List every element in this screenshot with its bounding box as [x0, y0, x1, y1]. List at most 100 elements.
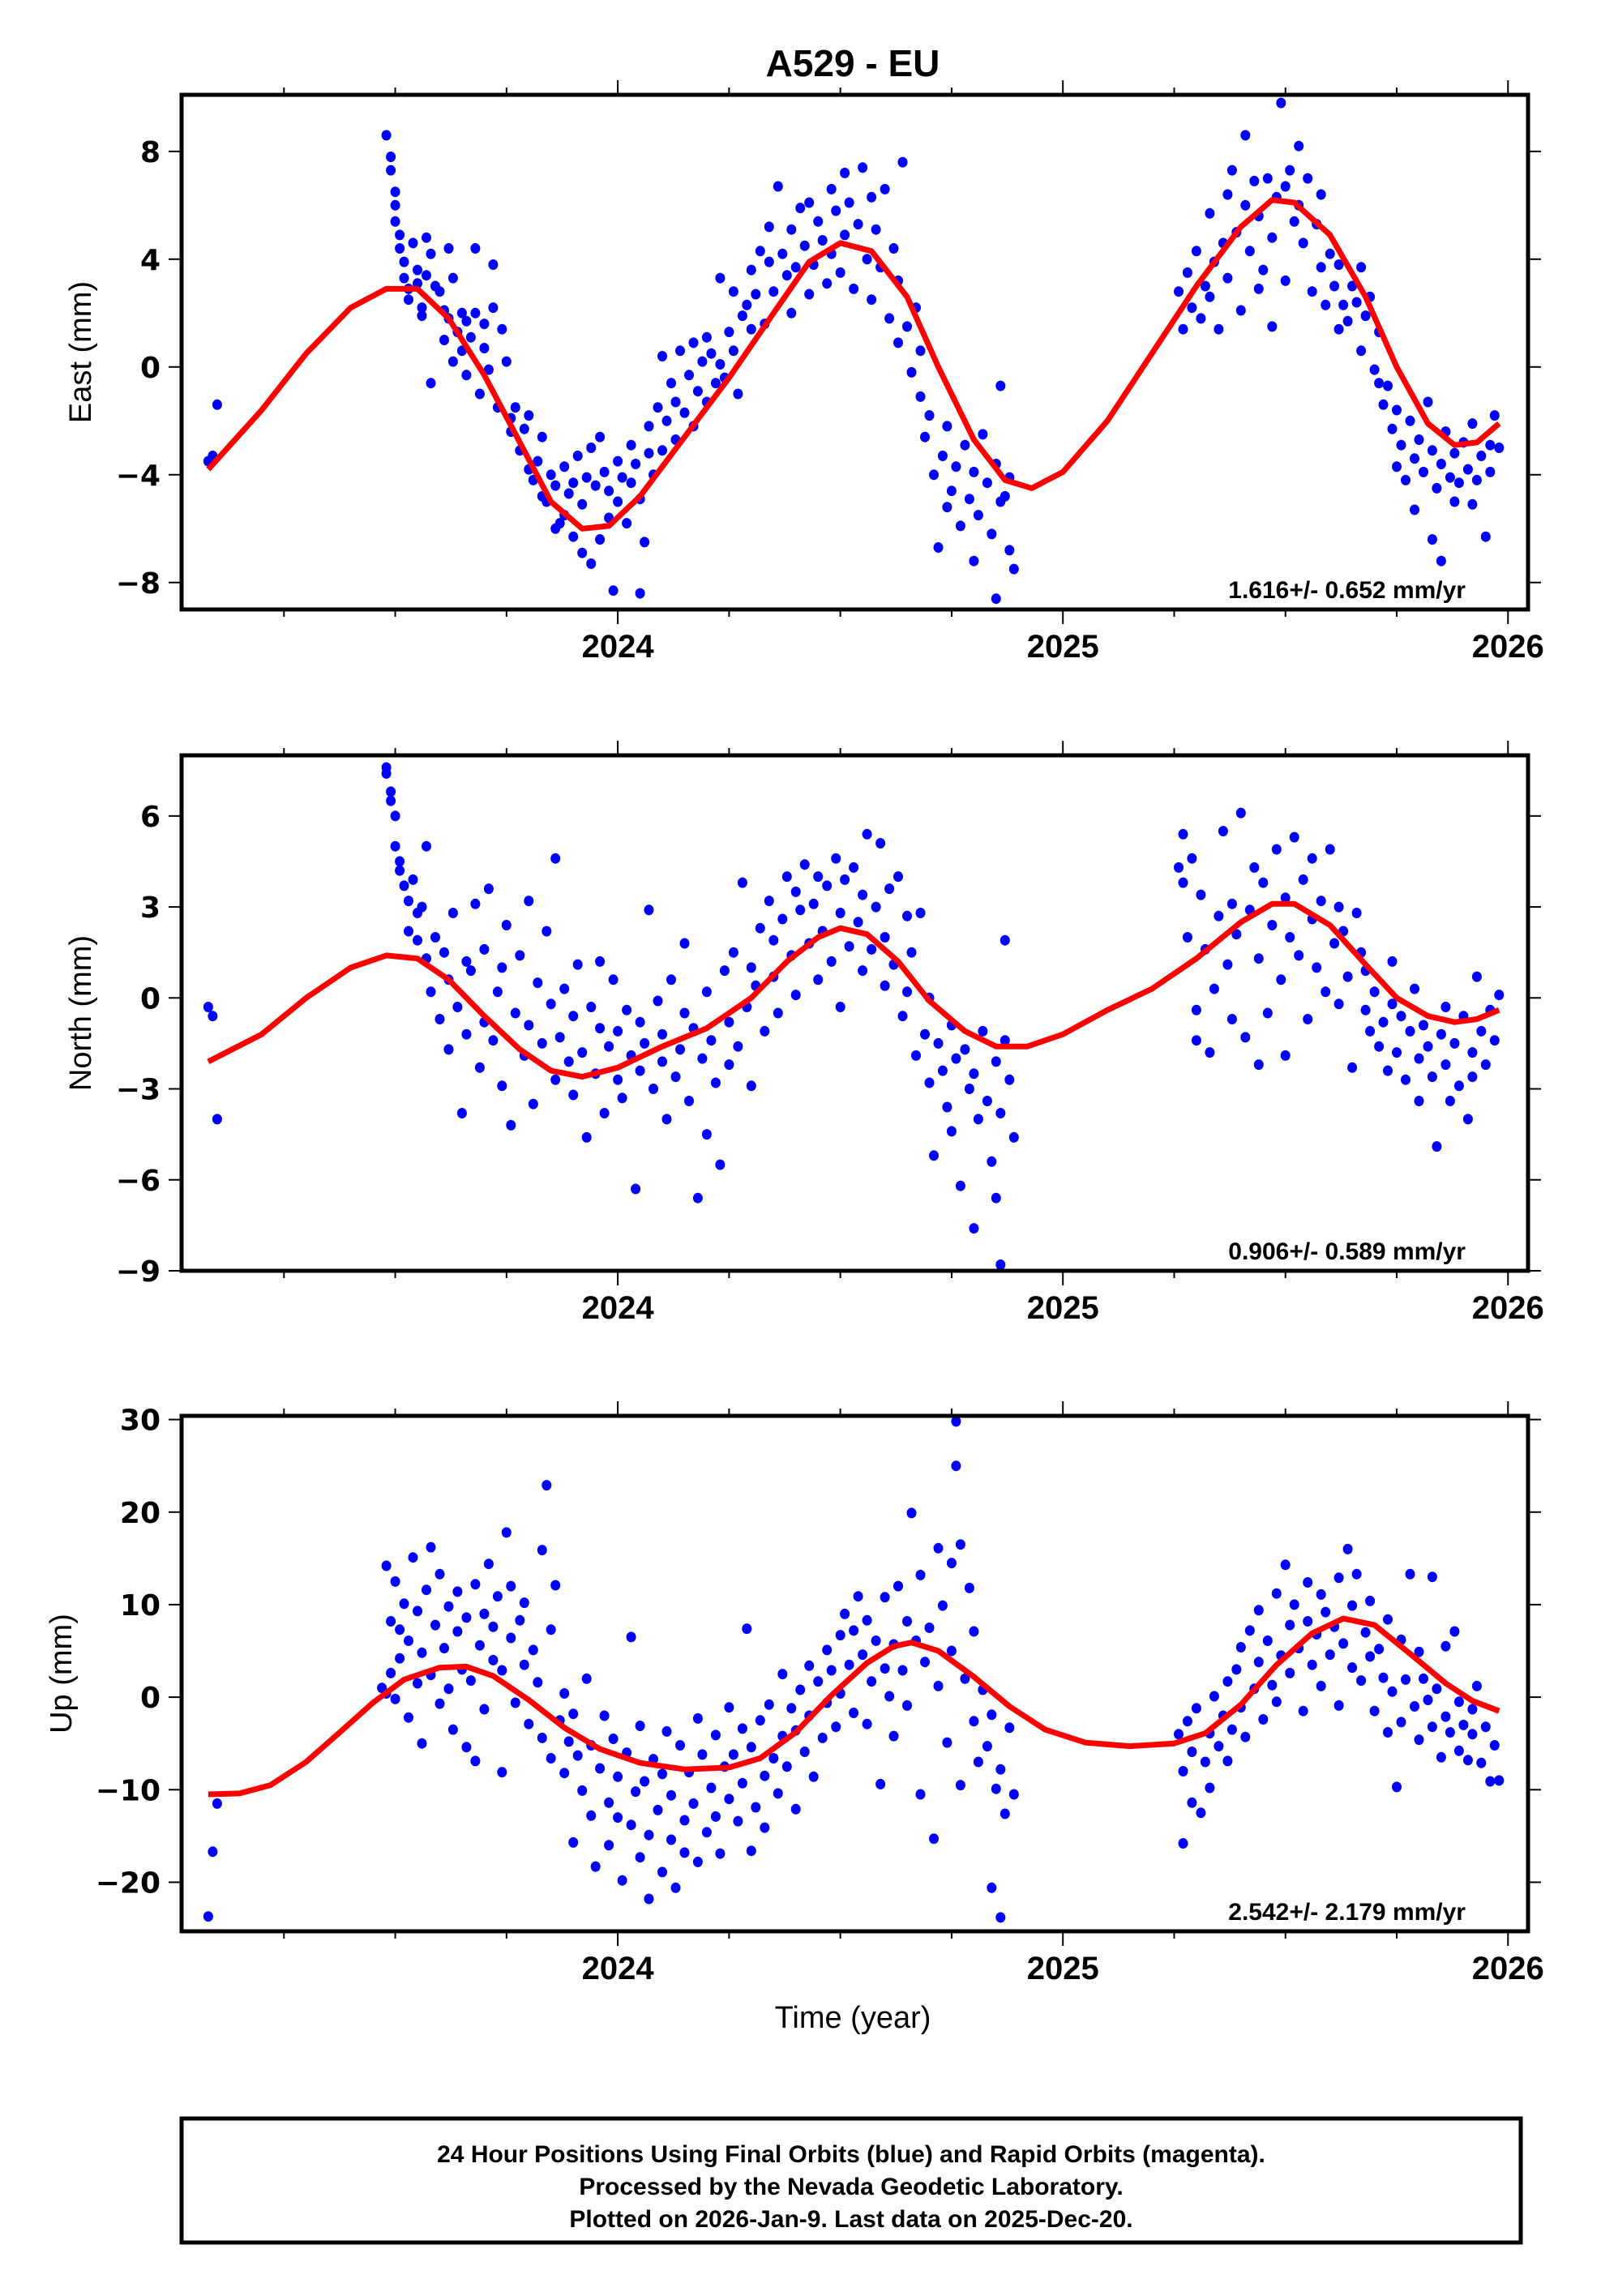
east-data-point: [684, 370, 694, 381]
east-ytick-label: 0: [140, 352, 161, 385]
east-data-point: [1387, 423, 1398, 434]
north-data-point: [577, 1047, 588, 1058]
up-data-point: [1374, 1644, 1385, 1655]
north-data-point: [849, 862, 859, 873]
east-data-point: [1351, 297, 1362, 308]
north-data-point: [404, 896, 413, 907]
east-data-point: [964, 494, 974, 505]
north-data-point: [942, 1101, 952, 1113]
east-data-point: [942, 421, 952, 432]
east-data-point: [902, 321, 912, 332]
north-data-point: [1298, 874, 1308, 885]
footer-line-3: Plotted on 2026-Jan-9. Last data on 2025…: [569, 2206, 1132, 2233]
up-data-point: [969, 1716, 979, 1727]
east-ytick-label: −4: [116, 460, 161, 493]
east-data-point: [563, 488, 574, 499]
east-data-point: [465, 331, 476, 343]
east-data-point: [1333, 323, 1344, 335]
up-data-point: [666, 1834, 676, 1845]
up-data-point: [452, 1586, 463, 1597]
east-data-point: [858, 162, 868, 173]
north-data-point: [790, 990, 801, 1001]
north-data-point: [510, 1007, 520, 1019]
north-data-point: [897, 1011, 908, 1022]
chart-title: A529 - EU: [766, 42, 940, 84]
up-data-point: [1285, 1619, 1295, 1631]
east-data-point: [897, 156, 908, 168]
north-data-point: [550, 1074, 561, 1085]
east-data-point: [1174, 286, 1184, 297]
east-data-point: [1321, 299, 1331, 310]
north-data-point: [1240, 1032, 1251, 1043]
north-data-point: [951, 1053, 961, 1064]
up-data-point: [1316, 1588, 1326, 1600]
east-data-point: [390, 199, 400, 211]
east-data-point: [1467, 498, 1478, 510]
north-data-point: [1480, 1059, 1491, 1071]
up-data-point: [1321, 1606, 1331, 1618]
east-data-point: [675, 345, 685, 357]
north-data-point: [679, 938, 690, 949]
east-data-point: [395, 229, 405, 241]
east-data-point: [461, 315, 472, 327]
panel-up: −20 −10 0 10 20 30 2024 2025 2026 Up (mm) 2.542…: [45, 1401, 1544, 1986]
east-data-point: [799, 240, 810, 251]
east-data-point: [1392, 461, 1402, 472]
up-data-point: [390, 1693, 400, 1704]
up-data-point: [461, 1612, 472, 1623]
east-data-point: [635, 588, 645, 599]
up-data-point: [572, 1750, 583, 1761]
up-data-point: [1008, 1789, 1019, 1800]
up-data-point: [804, 1660, 815, 1671]
up-data-point: [542, 1480, 552, 1491]
east-yticks: −8 −4 0 4 8: [116, 136, 1541, 601]
north-data-point: [844, 941, 854, 952]
north-data-point: [1182, 932, 1192, 943]
east-data-point: [426, 378, 436, 389]
up-data-point: [1303, 1577, 1313, 1588]
up-data-point: [1365, 1595, 1376, 1606]
up-data-point: [987, 1882, 997, 1893]
north-data-point: [515, 950, 525, 961]
east-data-point: [644, 421, 654, 432]
east-data-point: [1298, 237, 1308, 249]
up-data-point: [644, 1893, 654, 1905]
north-data-point: [1316, 896, 1326, 907]
north-data-point: [1303, 1014, 1313, 1024]
north-data-point: [1280, 892, 1291, 904]
up-data-point: [1369, 1705, 1380, 1717]
north-data-point: [542, 926, 552, 937]
east-data-point: [447, 356, 458, 367]
up-data-point: [1325, 1649, 1335, 1661]
east-data-point: [212, 399, 222, 410]
east-xtick-label: 2024: [582, 629, 655, 665]
up-data-point: [439, 1643, 449, 1654]
north-data-point: [1231, 929, 1242, 940]
east-data-point: [1453, 477, 1464, 489]
east-data-point: [408, 237, 418, 249]
east-data-point: [1462, 464, 1473, 475]
east-data-point: [413, 264, 422, 276]
up-data-point: [568, 1708, 579, 1720]
north-data-point: [808, 898, 819, 909]
north-data-point: [1449, 1037, 1460, 1049]
up-data-point: [613, 1812, 623, 1824]
up-data-point: [1383, 1727, 1393, 1738]
up-data-point: [434, 1568, 445, 1580]
up-data-point: [422, 1584, 431, 1596]
north-data-point: [790, 886, 801, 897]
north-data-point: [960, 1044, 970, 1055]
up-data-point: [1351, 1568, 1362, 1580]
east-data-point: [1436, 555, 1446, 567]
up-data-point: [755, 1715, 765, 1726]
north-data-point: [1471, 971, 1482, 982]
up-data-point: [853, 1591, 863, 1602]
up-data-point: [875, 1778, 886, 1789]
north-data-point: [715, 1159, 726, 1170]
up-data-point: [417, 1647, 427, 1658]
east-data-point: [853, 219, 863, 230]
up-data-point: [670, 1882, 681, 1893]
north-data-point: [1369, 986, 1380, 998]
up-data-point: [550, 1580, 561, 1591]
up-data-point: [893, 1580, 903, 1592]
